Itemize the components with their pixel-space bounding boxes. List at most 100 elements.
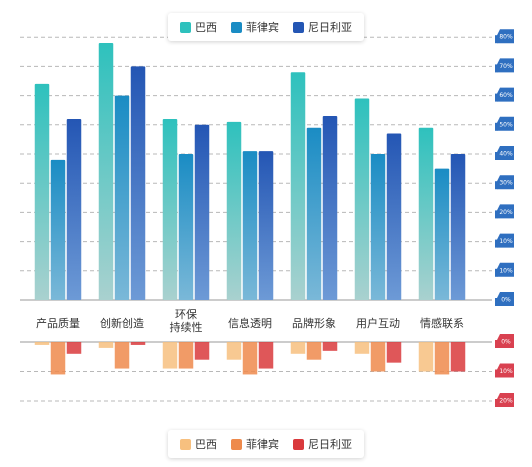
bar (450, 342, 466, 372)
y-tick-label: 80% (495, 29, 514, 44)
bar (450, 154, 466, 300)
legend-label-philippines: 菲律宾 (246, 21, 279, 34)
bar (386, 133, 402, 300)
bar (130, 342, 146, 345)
legend-swatch (231, 21, 242, 33)
tag-text: 0% (501, 339, 511, 346)
tag-text: 40% (499, 151, 513, 158)
tag-pin (495, 369, 498, 378)
tag-shape (497, 363, 514, 378)
y-tick-label: 10% (495, 262, 514, 277)
tag-shape (497, 87, 514, 102)
bar (370, 154, 386, 300)
tag-shape (497, 146, 514, 160)
bar (50, 342, 66, 375)
y-tick-label: 40% (495, 146, 514, 160)
tag-text: 10% (499, 267, 513, 274)
legend-item-philippines[interactable]: 菲律宾 (231, 19, 279, 35)
bar (226, 342, 242, 360)
y-tick-label: 10% (495, 233, 514, 248)
tag-shape (497, 334, 514, 348)
tag-text: 20% (499, 209, 513, 216)
y-tick-label: 0% (495, 292, 514, 306)
bar (98, 43, 114, 300)
legend-item-nigeria-neg[interactable]: 尼日利亚 (293, 436, 352, 452)
tag-pin (495, 210, 498, 219)
tag-pin (495, 93, 498, 102)
bar (34, 342, 50, 345)
tag-shape (497, 233, 514, 248)
bar (226, 121, 242, 300)
tag-text: 20% (499, 398, 513, 405)
tag-shape (497, 204, 514, 219)
legend-item-philippines-neg[interactable]: 菲律宾 (231, 436, 279, 452)
bars-top (34, 43, 466, 301)
y-tick-label: 70% (495, 58, 514, 73)
grid-top (20, 36, 492, 301)
bar (306, 127, 322, 300)
y-tick-label: 20% (495, 204, 514, 219)
legend-label-nigeria: 尼日利亚 (308, 21, 352, 34)
bar (322, 342, 338, 351)
y-tick-label: 20% (495, 393, 514, 407)
tag-text: 70% (499, 63, 513, 70)
tag-pin (495, 181, 498, 190)
legend-swatch (293, 21, 304, 33)
legend-swatch (180, 438, 191, 450)
bar (194, 342, 210, 360)
y-tags-bottom: 0% 10% 20% (495, 334, 514, 407)
tag-pin (495, 298, 498, 306)
tag-pin (495, 239, 498, 248)
bar (178, 154, 194, 300)
category-label: 环保持续性 (170, 307, 203, 334)
bar (306, 342, 322, 360)
bar (418, 342, 434, 372)
legend-label-brazil-neg: 巴西 (195, 438, 217, 451)
bar (194, 124, 210, 300)
tag-text: 10% (499, 238, 513, 245)
tag-shape (497, 116, 514, 131)
tag-shape (497, 393, 514, 407)
bar (434, 342, 450, 375)
bar (98, 342, 114, 348)
bar (354, 98, 370, 301)
category-label: 情感联系 (420, 317, 464, 330)
legend-item-nigeria[interactable]: 尼日利亚 (293, 19, 352, 35)
bar (66, 118, 82, 301)
bar (178, 342, 194, 369)
bar (322, 116, 338, 300)
y-tick-label: 50% (495, 116, 514, 131)
tag-text: 80% (499, 34, 513, 41)
bars-bottom (34, 342, 466, 375)
bar (242, 151, 258, 300)
bar (114, 342, 130, 369)
legend-item-brazil[interactable]: 巴西 (180, 19, 217, 35)
bar (50, 159, 66, 300)
legend-item-brazil-neg[interactable]: 巴西 (180, 436, 217, 452)
bar (162, 118, 178, 301)
legend-bottom: 巴西 菲律宾 尼日利亚 (0, 430, 532, 458)
tag-pin (495, 340, 498, 348)
bar (242, 342, 258, 375)
category-label: 用户互动 (356, 316, 400, 330)
legend-label-brazil: 巴西 (195, 21, 217, 34)
bar (258, 151, 274, 300)
category-label: 信息透明 (228, 316, 272, 330)
tag-text: 50% (499, 121, 513, 128)
tag-text: 30% (499, 180, 513, 187)
y-tags-top: 0% 10% 10% 20% 30% 40% 50% 60% 70% 80% (495, 29, 514, 306)
legend-swatch (231, 438, 242, 450)
bar (370, 342, 386, 372)
legend-label-philippines-neg: 菲律宾 (246, 438, 279, 451)
tag-shape (497, 262, 514, 277)
tag-pin (495, 35, 498, 44)
category-labels: 产品质量 创新创造 环保持续性 信息透明 品牌形象 用户互动 情感联系 (36, 307, 464, 334)
tag-shape (497, 29, 514, 44)
bar (290, 72, 306, 301)
legend-top: 巴西 菲律宾 尼日利亚 (0, 13, 532, 41)
tag-pin (495, 152, 498, 160)
category-label: 创新创造 (100, 316, 144, 330)
bar (354, 342, 370, 354)
tag-pin (495, 399, 498, 407)
